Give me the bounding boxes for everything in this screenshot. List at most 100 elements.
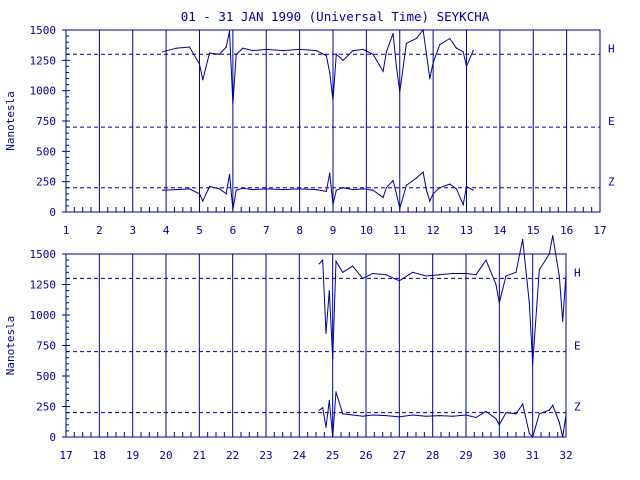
- data-point-z: [415, 177, 418, 179]
- top-panel: 1 2 3 4 5 6 7 8 9 10 11 12 13 14 15 16 17025050075010001…: [4, 24, 615, 237]
- data-point-h: [432, 62, 434, 64]
- data-point-h: [399, 91, 401, 93]
- data-point-h: [552, 235, 554, 237]
- data-point-h: [395, 65, 398, 67]
- data-point-h: [362, 48, 364, 51]
- data-point-z: [405, 184, 408, 186]
- x-tick-label: 4: [163, 224, 170, 237]
- y-tick-label: 250: [36, 176, 56, 189]
- data-point-z: [335, 189, 337, 191]
- data-point-z: [328, 399, 330, 401]
- chart-title: 01 - 31 JAN 1990 (Universal Time) SEYKCH…: [181, 9, 490, 24]
- data-point-z: [562, 436, 564, 438]
- data-point-h: [352, 50, 354, 52]
- x-tick-label: 2: [96, 224, 103, 237]
- series-line-z: [162, 171, 474, 211]
- x-tick-label: 25: [326, 449, 339, 462]
- data-point-z: [198, 193, 201, 195]
- data-point-z: [515, 413, 517, 415]
- data-point-z: [329, 172, 331, 174]
- data-point-h: [398, 280, 400, 282]
- x-tick-label: 6: [230, 224, 237, 237]
- data-point-z: [332, 436, 334, 438]
- x-tick-label: 9: [330, 224, 337, 237]
- x-tick-label: 7: [263, 224, 270, 237]
- data-point-z: [528, 432, 530, 434]
- data-point-z: [265, 188, 267, 190]
- y-tick-label: 1000: [30, 309, 57, 322]
- data-point-h: [439, 43, 441, 46]
- data-point-h: [422, 29, 424, 31]
- series-line-h: [318, 235, 567, 364]
- data-point-z: [372, 414, 374, 416]
- data-point-h: [562, 320, 564, 322]
- data-point-z: [472, 189, 474, 191]
- data-point-z: [242, 187, 244, 189]
- data-point-z: [399, 207, 401, 209]
- x-tick-label: 32: [559, 449, 572, 462]
- x-tick-label: 17: [593, 224, 606, 237]
- data-point-h: [335, 260, 337, 262]
- x-tick-label: 27: [393, 449, 406, 462]
- data-point-z: [315, 188, 317, 191]
- data-point-h: [299, 48, 301, 51]
- data-point-z: [299, 188, 301, 190]
- data-point-z: [412, 414, 414, 416]
- data-point-z: [538, 413, 540, 415]
- data-point-h: [425, 53, 428, 55]
- data-point-z: [385, 415, 387, 417]
- data-point-h: [425, 275, 427, 277]
- data-point-h: [362, 277, 364, 279]
- data-point-z: [505, 412, 507, 414]
- data-point-h: [528, 302, 530, 304]
- data-point-h: [565, 274, 567, 276]
- data-point-z: [282, 188, 284, 191]
- data-point-h: [265, 48, 267, 51]
- reference-label-h: H: [608, 42, 615, 55]
- y-tick-label: 500: [36, 145, 56, 158]
- data-point-h: [455, 47, 458, 49]
- data-point-h: [325, 332, 327, 334]
- data-point-h: [382, 70, 384, 72]
- data-point-z: [548, 409, 550, 411]
- reference-label-z: Z: [608, 176, 615, 189]
- data-point-h: [318, 263, 320, 265]
- y-axis-label: Nanotesla: [4, 91, 17, 151]
- data-point-h: [372, 53, 374, 55]
- y-tick-label: 0: [49, 206, 56, 219]
- data-point-z: [452, 415, 454, 417]
- y-tick-label: 750: [36, 340, 56, 353]
- data-point-z: [392, 179, 394, 182]
- data-point-h: [452, 272, 454, 275]
- y-tick-label: 1250: [30, 279, 57, 292]
- x-tick-label: 30: [493, 449, 506, 462]
- data-point-z: [465, 414, 467, 416]
- data-point-h: [472, 50, 474, 52]
- data-point-h: [405, 42, 408, 44]
- data-point-h: [548, 253, 550, 255]
- series-line-h: [162, 28, 474, 105]
- data-point-h: [485, 259, 487, 261]
- data-point-z: [218, 188, 221, 190]
- x-tick-label: 23: [259, 449, 272, 462]
- data-point-h: [385, 274, 387, 276]
- x-tick-label: 31: [526, 449, 539, 462]
- x-tick-label: 12: [427, 224, 440, 237]
- data-point-h: [558, 275, 560, 277]
- data-point-h: [532, 363, 534, 365]
- data-point-h: [342, 59, 344, 61]
- x-tick-label: 22: [226, 449, 239, 462]
- data-point-z: [432, 193, 434, 195]
- data-point-z: [208, 185, 211, 188]
- data-point-h: [475, 274, 477, 276]
- y-tick-label: 0: [49, 431, 56, 444]
- data-point-h: [438, 274, 440, 276]
- data-point-h: [315, 50, 317, 52]
- data-point-h: [332, 358, 334, 360]
- data-point-h: [282, 50, 284, 52]
- data-point-h: [325, 54, 327, 57]
- y-tick-label: 1000: [30, 85, 57, 98]
- data-point-z: [522, 403, 524, 405]
- data-point-z: [318, 409, 320, 411]
